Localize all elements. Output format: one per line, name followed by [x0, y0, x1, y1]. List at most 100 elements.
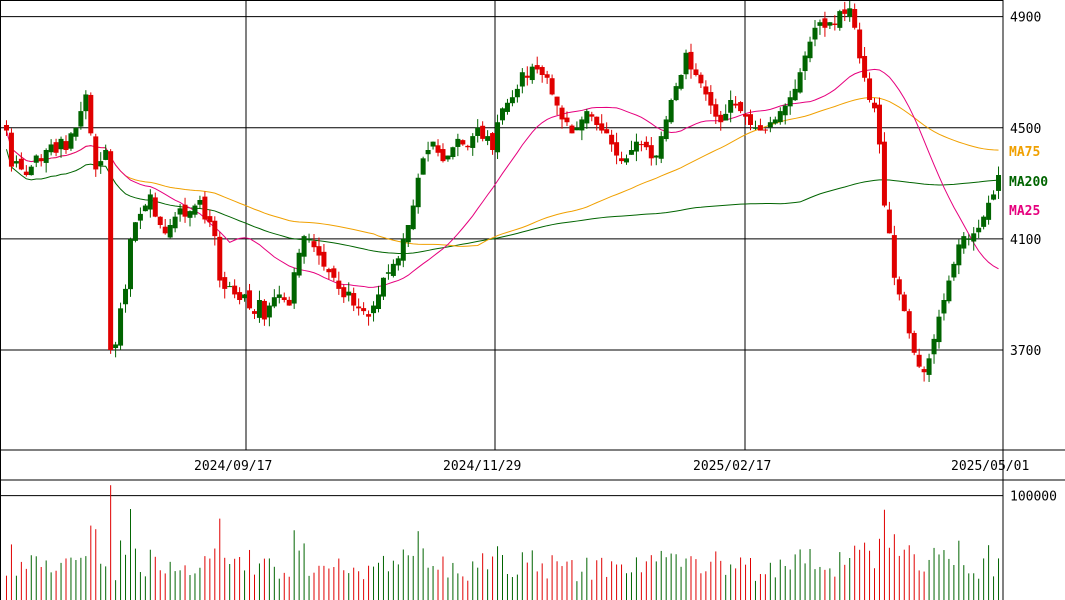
candle-up	[475, 127, 481, 136]
candle-up	[633, 141, 639, 152]
candle-down	[564, 117, 570, 123]
candle-down	[549, 78, 555, 95]
candle-down	[212, 220, 218, 237]
ma200-path	[5, 149, 999, 254]
candle-up	[28, 166, 34, 176]
candle-up	[470, 136, 476, 148]
candle-down	[63, 141, 69, 150]
ma200-line	[5, 149, 999, 254]
candle-down	[351, 293, 357, 306]
candle-up	[782, 105, 788, 116]
candle-up	[430, 141, 436, 147]
price-tick-label: 4900	[1010, 11, 1041, 26]
candle-up	[78, 111, 84, 127]
candle-up	[792, 88, 798, 101]
volume-panel	[0, 485, 1003, 600]
candle-down	[599, 123, 605, 131]
candle-up	[405, 225, 411, 243]
candle-up	[390, 263, 396, 276]
candle-up	[574, 127, 580, 131]
candle-down	[906, 311, 912, 334]
candle-up	[415, 177, 421, 208]
candle-down	[743, 114, 749, 117]
candle-up	[346, 291, 352, 296]
candle-up	[227, 286, 233, 288]
candle-up	[301, 236, 307, 257]
candle-up	[817, 22, 823, 26]
candle-down	[261, 300, 267, 320]
candle-up	[256, 300, 262, 318]
candle-up	[113, 344, 119, 349]
candle-up	[678, 75, 684, 89]
candle-down	[321, 251, 327, 267]
candle-down	[207, 216, 213, 223]
candle-down	[18, 158, 24, 170]
candle-up	[375, 294, 381, 310]
ma25-line	[5, 68, 999, 288]
candle-up	[147, 194, 153, 210]
candle-down	[822, 18, 828, 28]
candle-down	[331, 268, 337, 278]
candle-down	[524, 75, 530, 78]
candle-down	[281, 297, 287, 300]
candle-down	[440, 149, 446, 162]
candle-down	[852, 9, 858, 28]
candle-up	[380, 277, 386, 297]
candle-down	[708, 92, 714, 106]
candle-down	[688, 51, 694, 70]
date-tick-label: 2025/02/17	[693, 459, 771, 474]
candle-up	[966, 238, 972, 240]
candle-down	[693, 69, 699, 75]
candle-up	[971, 233, 977, 242]
candle-down	[614, 142, 620, 156]
candle-down	[202, 196, 208, 220]
candle-up	[485, 136, 491, 141]
candle-down	[648, 145, 654, 159]
candle-down	[326, 269, 332, 273]
candle-down	[222, 277, 228, 289]
candle-up	[271, 297, 277, 307]
candle-up	[500, 108, 505, 121]
candle-up	[926, 358, 932, 375]
candle-up	[673, 86, 679, 101]
price-tick-label: 3700	[1010, 344, 1041, 359]
candle-up	[797, 72, 803, 93]
candle-down	[53, 142, 59, 153]
legend-ma200: MA200	[1009, 175, 1048, 190]
candle-down	[3, 125, 9, 131]
candle-up	[306, 238, 312, 241]
candle-down	[901, 294, 907, 312]
candle-down	[733, 103, 739, 106]
candle-down	[713, 104, 719, 117]
candle-up	[33, 155, 39, 163]
candle-down	[38, 158, 44, 162]
candle-up	[504, 102, 510, 112]
candle-down	[336, 280, 342, 289]
candle-up	[68, 133, 74, 149]
candle-down	[896, 279, 902, 295]
candle-down	[544, 74, 550, 78]
candle-down	[703, 86, 709, 95]
price-panel	[0, 0, 1003, 450]
candle-up	[529, 66, 535, 81]
date-tick-label: 2024/09/17	[194, 459, 272, 474]
legend-ma75: MA75	[1009, 145, 1040, 160]
candle-up	[941, 300, 947, 314]
candle-up	[981, 216, 987, 227]
candle-up	[653, 155, 659, 158]
candle-down	[539, 67, 545, 75]
date-tick-label: 2024/11/29	[443, 459, 521, 474]
candle-up	[455, 138, 461, 147]
volume-tick-label: 100000	[1010, 490, 1057, 505]
candle-down	[361, 308, 367, 312]
candle-up	[172, 216, 178, 229]
candle-up	[767, 122, 773, 128]
candle-down	[569, 125, 575, 134]
candle-up	[827, 22, 833, 26]
candle-up	[986, 202, 992, 220]
candle-up	[118, 308, 124, 346]
candle-up	[624, 158, 630, 163]
candle-down	[247, 290, 253, 309]
